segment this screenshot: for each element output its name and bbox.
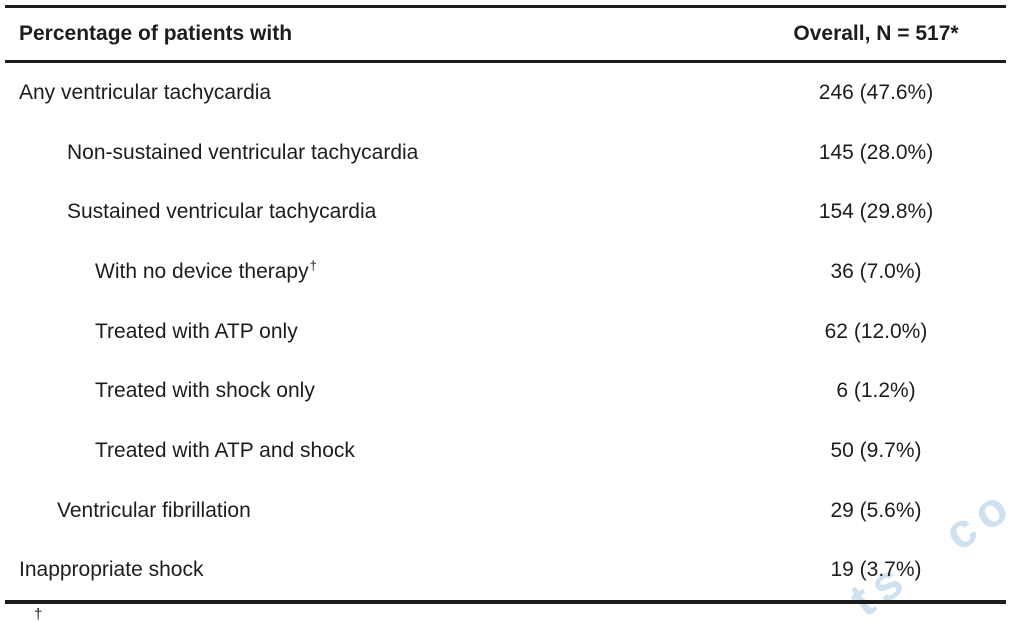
row-label-text: Ventricular fibrillation <box>57 498 251 522</box>
row-label-text: With no device therapy <box>95 259 309 283</box>
row-label-text: Treated with ATP and shock <box>95 438 355 462</box>
table-row: Inappropriate shock 19 (3.7%) <box>5 540 1006 600</box>
table-row: Treated with ATP and shock 50 (9.7%) <box>5 421 1006 481</box>
row-label: Treated with ATP and shock <box>5 439 746 463</box>
row-label: With no device therapy† <box>5 257 746 284</box>
row-label-text: Any ventricular tachycardia <box>19 80 272 104</box>
row-label-text: Non-sustained ventricular tachycardia <box>67 140 419 164</box>
header-col-description: Percentage of patients with <box>19 22 293 45</box>
footnote-dagger-marker: † <box>34 606 43 622</box>
table-row: Any ventricular tachycardia 246 (47.6%) <box>5 63 1006 123</box>
table-row: Treated with ATP only 62 (12.0%) <box>5 302 1006 362</box>
table-row: Non-sustained ventricular tachycardia 14… <box>5 123 1006 183</box>
row-value: 62 (12.0%) <box>824 319 928 343</box>
row-label: Ventricular fibrillation <box>5 499 746 523</box>
row-label-text: Treated with ATP only <box>95 319 298 343</box>
row-label-text: Sustained ventricular tachycardia <box>67 200 377 224</box>
row-value: 50 (9.7%) <box>830 438 922 462</box>
table-body: Any ventricular tachycardia 246 (47.6%) … <box>5 63 1006 604</box>
table-row: Treated with shock only 6 (1.2%) <box>5 361 1006 421</box>
vt-outcomes-table: Percentage of patients with Overall, N =… <box>5 5 1006 604</box>
row-value: 19 (3.7%) <box>830 558 922 582</box>
row-value: 246 (47.6%) <box>818 80 934 104</box>
row-label: Sustained ventricular tachycardia <box>5 200 746 224</box>
dagger-superscript: † <box>309 257 317 273</box>
row-value: 145 (28.0%) <box>818 140 934 164</box>
row-label: Treated with ATP only <box>5 320 746 344</box>
row-value: 29 (5.6%) <box>830 498 922 522</box>
header-col-overall-n: Overall, N = 517* <box>793 22 959 45</box>
row-label: Inappropriate shock <box>5 558 746 582</box>
table-header-row: Percentage of patients with Overall, N =… <box>5 5 1006 63</box>
row-label: Any ventricular tachycardia <box>5 81 746 105</box>
table-row: Ventricular fibrillation 29 (5.6%) <box>5 481 1006 541</box>
row-label-text: Inappropriate shock <box>19 558 204 582</box>
row-label: Treated with shock only <box>5 379 746 403</box>
row-value: 6 (1.2%) <box>836 379 916 403</box>
row-label-text: Treated with shock only <box>95 379 315 403</box>
row-value: 154 (29.8%) <box>818 200 934 224</box>
row-label: Non-sustained ventricular tachycardia <box>5 141 746 165</box>
table-row: Sustained ventricular tachycardia 154 (2… <box>5 182 1006 242</box>
row-value: 36 (7.0%) <box>830 259 922 283</box>
table-row: With no device therapy† 36 (7.0%) <box>5 242 1006 302</box>
